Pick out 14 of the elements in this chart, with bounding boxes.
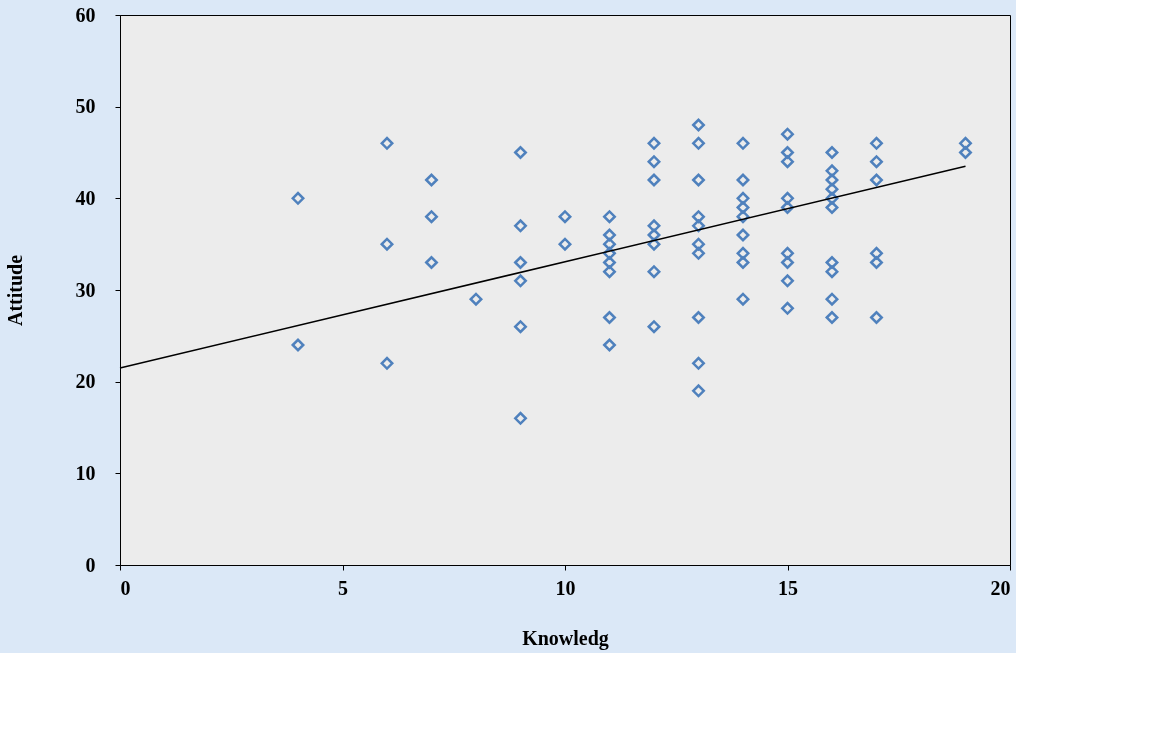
- x-tick-label: 20: [990, 576, 1011, 599]
- x-axis-title: Knowledg: [522, 626, 609, 650]
- x-tick-label: 5: [338, 576, 348, 599]
- y-tick-label: 40: [75, 186, 96, 209]
- y-tick-label: 60: [75, 3, 96, 26]
- y-tick-label: 50: [75, 95, 96, 118]
- y-axis-title: Attitude: [3, 254, 26, 327]
- x-tick-label: 15: [778, 576, 798, 599]
- x-tick-label: 10: [555, 576, 576, 599]
- y-tick-label: 20: [75, 370, 96, 393]
- y-tick-label: 10: [75, 461, 96, 484]
- y-tick-label: 0: [85, 553, 96, 576]
- y-tick-label: 30: [75, 278, 96, 301]
- x-tick-label: 0: [120, 576, 131, 599]
